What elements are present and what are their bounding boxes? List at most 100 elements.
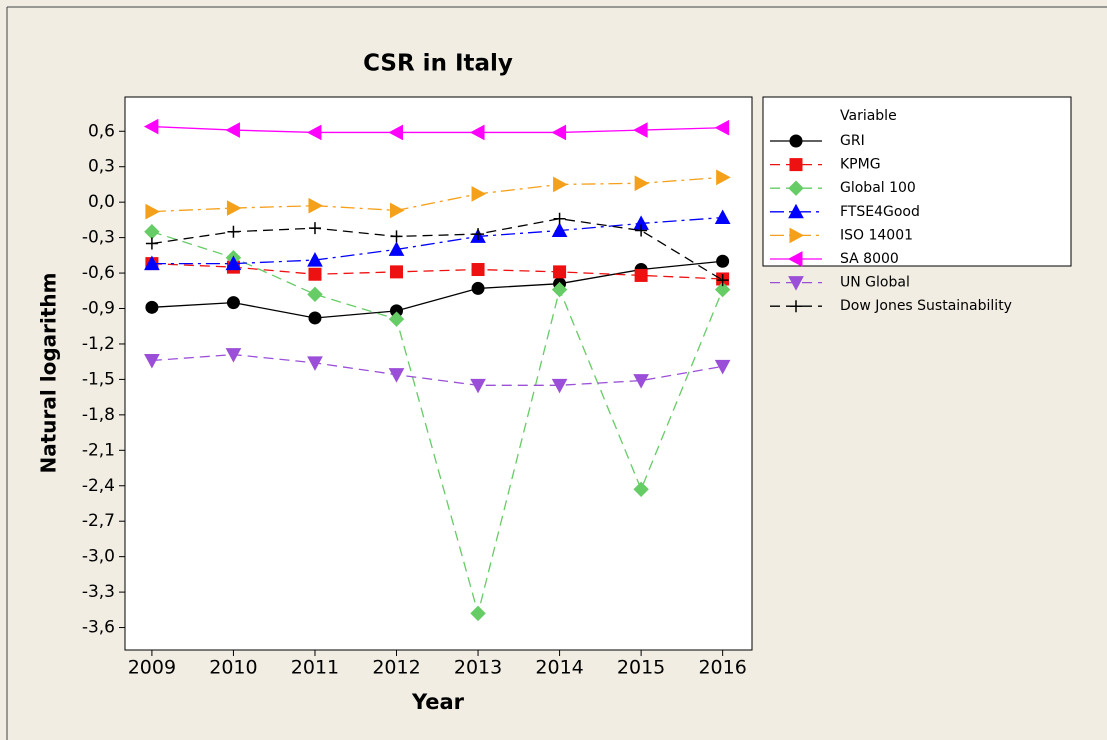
y-tick-label: -2,1 xyxy=(82,440,115,460)
y-tick-label: -2,7 xyxy=(82,511,115,531)
point xyxy=(308,267,322,281)
legend-label: SA 8000 xyxy=(840,251,899,267)
x-tick-label: 2012 xyxy=(372,657,420,679)
y-tick-label: -3,0 xyxy=(82,547,115,567)
legend-box xyxy=(762,96,1072,267)
point xyxy=(553,265,567,279)
x-tick-label: 2014 xyxy=(535,657,583,679)
point xyxy=(388,241,405,256)
point xyxy=(714,209,731,225)
legend-marker xyxy=(788,276,804,291)
legend-label: UN Global xyxy=(840,275,910,291)
point xyxy=(553,212,566,225)
y-tick-label: -1,8 xyxy=(82,405,115,425)
x-tick-label: 2010 xyxy=(209,657,257,679)
point xyxy=(716,274,729,287)
point xyxy=(225,348,242,363)
point xyxy=(469,124,485,141)
legend-label: ISO 14001 xyxy=(840,227,913,243)
y-tick-label: -3,6 xyxy=(82,618,115,638)
point xyxy=(390,202,405,219)
y-tick-label: -3,3 xyxy=(82,582,115,602)
point xyxy=(551,124,567,141)
point xyxy=(390,265,404,279)
point xyxy=(227,225,240,238)
point xyxy=(551,281,568,298)
point xyxy=(633,481,649,498)
x-tick-label: 2016 xyxy=(698,657,746,679)
legend-marker xyxy=(789,158,803,172)
point xyxy=(470,378,486,394)
series-line xyxy=(151,231,724,616)
legend-marker xyxy=(790,300,802,313)
point xyxy=(390,230,403,243)
point xyxy=(551,222,568,238)
legend-marker xyxy=(787,251,803,267)
point xyxy=(307,356,323,371)
series-line xyxy=(151,176,723,213)
y-tick-label: -0,9 xyxy=(82,299,115,319)
point xyxy=(551,378,568,394)
y-axis-label: Natural logarithm xyxy=(37,273,61,474)
point xyxy=(143,118,159,135)
plot-area xyxy=(124,96,753,651)
point xyxy=(308,311,322,325)
legend-label: GRI xyxy=(840,133,865,149)
point xyxy=(471,281,485,295)
point xyxy=(306,124,322,141)
point xyxy=(714,281,731,298)
point xyxy=(307,286,323,303)
point xyxy=(145,300,159,314)
point xyxy=(634,268,648,282)
point xyxy=(470,605,486,622)
point xyxy=(388,368,405,383)
point xyxy=(225,122,240,138)
chart-title: CSR in Italy xyxy=(363,51,513,77)
y-tick-label: -1,5 xyxy=(82,369,115,389)
point xyxy=(144,255,160,271)
point xyxy=(716,254,730,268)
y-tick-label: 0,0 xyxy=(88,192,115,212)
point xyxy=(308,222,321,235)
point xyxy=(714,119,730,136)
legend-label: FTSE4Good xyxy=(840,204,920,220)
y-tick-label: 0,3 xyxy=(88,157,115,177)
point xyxy=(145,203,160,220)
y-tick-label: -1,2 xyxy=(82,334,115,354)
point xyxy=(144,354,160,369)
point xyxy=(225,255,242,271)
legend-marker xyxy=(789,134,803,148)
legend-marker xyxy=(788,203,804,219)
series-line xyxy=(151,125,723,134)
legend-marker xyxy=(788,180,804,196)
point xyxy=(553,176,568,193)
point xyxy=(633,122,648,138)
x-tick-label: 2013 xyxy=(454,657,502,679)
point xyxy=(308,197,324,214)
x-tick-label: 2015 xyxy=(617,657,665,679)
point xyxy=(714,359,731,375)
legend-title: Variable xyxy=(840,108,897,124)
point xyxy=(472,228,485,241)
point xyxy=(633,374,649,389)
point xyxy=(145,237,158,250)
point xyxy=(634,175,650,192)
x-tick-label: 2009 xyxy=(128,657,176,679)
point xyxy=(226,296,240,310)
series-line xyxy=(151,260,723,319)
legend-label: Global 100 xyxy=(840,180,916,196)
point xyxy=(716,169,731,186)
legend-label: Dow Jones Sustainability xyxy=(840,298,1012,314)
point xyxy=(226,200,242,216)
point xyxy=(388,124,404,141)
point xyxy=(635,224,648,237)
point xyxy=(471,263,485,277)
y-tick-label: 0,6 xyxy=(88,121,115,141)
y-tick-label: -2,4 xyxy=(82,476,115,496)
legend-label: KPMG xyxy=(840,157,881,173)
y-tick-label: -0,6 xyxy=(82,263,115,283)
x-axis-label: Year xyxy=(411,690,465,714)
y-tick-label: -0,3 xyxy=(82,228,115,248)
x-tick-label: 2011 xyxy=(291,657,339,679)
